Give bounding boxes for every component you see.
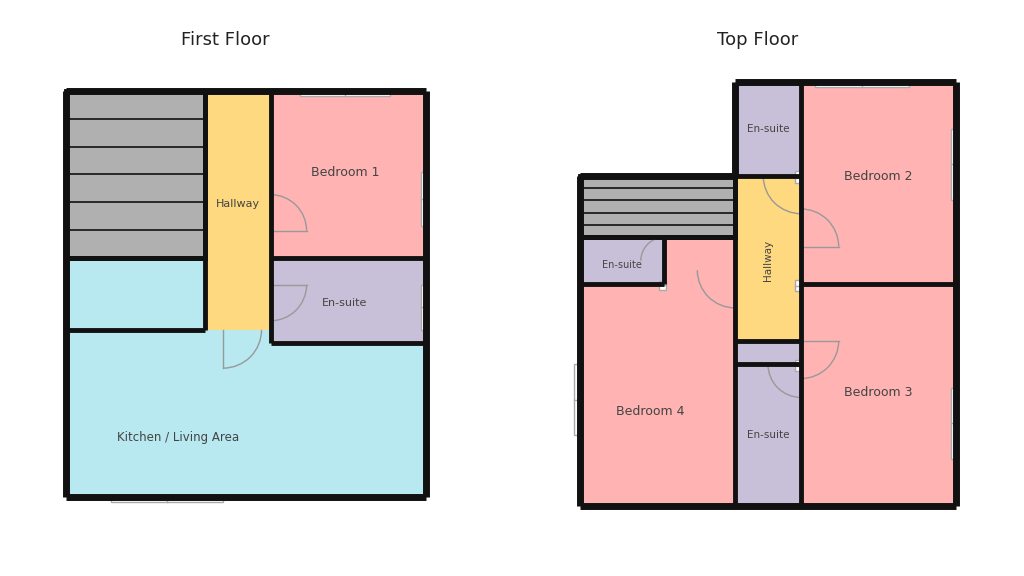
Bar [801, 82, 956, 285]
Text: Bedroom 2: Bedroom 2 [845, 169, 913, 183]
Bar [270, 257, 426, 343]
Bar [801, 285, 956, 506]
Text: En-suite: En-suite [323, 298, 368, 308]
Bar [815, 81, 909, 88]
Bar [580, 237, 735, 341]
Bar [421, 285, 427, 330]
Text: First Floor: First Floor [181, 31, 269, 50]
Bar [796, 359, 803, 372]
Bar [205, 91, 270, 330]
Bar [950, 388, 957, 458]
Bar [66, 91, 205, 257]
Text: Hallway: Hallway [763, 240, 773, 281]
Text: Kitchen / Living Area: Kitchen / Living Area [117, 431, 240, 445]
Bar [300, 89, 390, 96]
Text: En-suite: En-suite [746, 124, 790, 134]
Bar [658, 281, 666, 290]
Bar [270, 91, 426, 257]
Text: En-suite: En-suite [746, 430, 790, 440]
Text: En-suite: En-suite [602, 260, 642, 271]
Text: Top Floor: Top Floor [717, 31, 799, 50]
Bar [796, 171, 803, 183]
Bar [580, 176, 735, 237]
Text: Bedroom 1: Bedroom 1 [310, 166, 379, 179]
Bar [66, 257, 205, 330]
Bar [735, 176, 801, 341]
Text: Hallway: Hallway [216, 199, 260, 209]
Bar [573, 365, 581, 435]
Bar [735, 82, 801, 176]
Bar [580, 237, 735, 506]
Text: Bedroom 4: Bedroom 4 [616, 405, 684, 418]
Bar [796, 279, 803, 291]
Bar [66, 330, 426, 497]
Bar [735, 341, 801, 506]
Bar [580, 237, 665, 285]
Bar [421, 172, 427, 226]
Text: Bedroom 3: Bedroom 3 [845, 386, 913, 399]
Bar [950, 129, 957, 199]
Bar [111, 495, 223, 502]
